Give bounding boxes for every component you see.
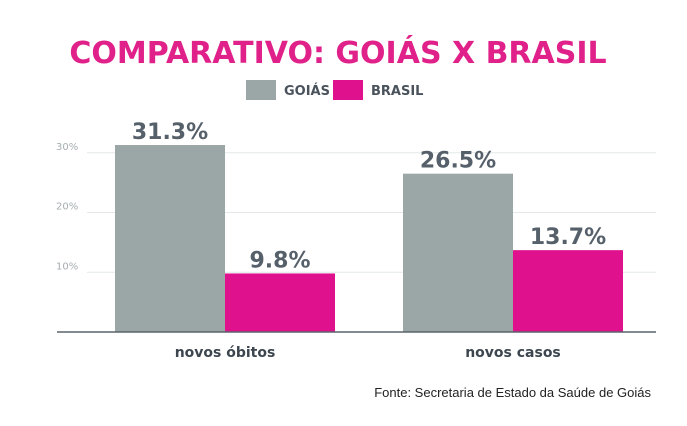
bar-goias-novos-casos	[403, 173, 513, 332]
category-label: novos óbitos	[175, 345, 276, 361]
value-label-brasil: 13.7%	[530, 225, 606, 250]
legend-swatch-brasil	[333, 80, 363, 100]
category-label: novos casos	[465, 345, 561, 361]
y-tick-label: 20%	[56, 202, 78, 213]
legend-label-brasil: BRASIL	[371, 84, 423, 99]
legend-label-goias: GOIÁS	[284, 83, 330, 99]
value-label-brasil: 9.8%	[249, 248, 310, 273]
chart-title: COMPARATIVO: GOIÁS X BRASIL	[69, 35, 606, 71]
source-note: Fonte: Secretaria de Estado da Saúde de …	[374, 385, 651, 400]
y-axis-ticks: 10% 20% 30%	[56, 142, 78, 272]
category-labels: novos óbitos novos casos	[175, 345, 561, 361]
bar-brasil-novos-obitos	[225, 273, 335, 332]
legend: GOIÁS BRASIL	[246, 80, 423, 100]
bars	[115, 145, 623, 332]
value-label-goias: 31.3%	[132, 120, 208, 145]
y-tick-label: 10%	[56, 261, 78, 272]
value-labels: 31.3% 9.8% 26.5% 13.7%	[132, 120, 606, 273]
value-label-goias: 26.5%	[420, 149, 496, 174]
bar-brasil-novos-casos	[513, 250, 623, 332]
legend-swatch-goias	[246, 80, 276, 100]
y-tick-label: 30%	[56, 142, 78, 153]
bar-goias-novos-obitos	[115, 145, 225, 332]
